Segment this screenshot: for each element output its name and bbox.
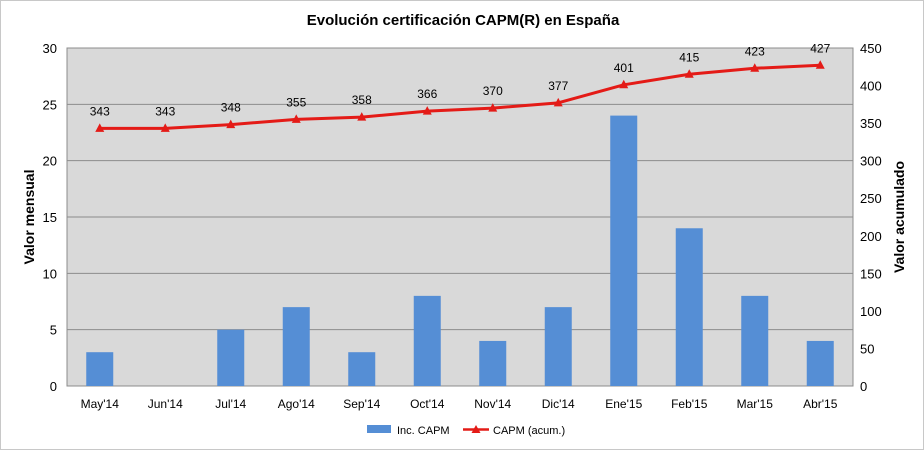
y-axis-title: Valor mensual [21, 170, 37, 265]
data-label: 343 [90, 104, 110, 118]
y-tick-label: 20 [43, 154, 57, 169]
y-tick-label: 0 [50, 379, 57, 394]
bar [348, 352, 376, 386]
bar [413, 295, 441, 386]
data-label: 370 [483, 84, 503, 98]
chart-title: Evolución certificación CAPM(R) en Españ… [307, 12, 620, 29]
legend-line-label: CAPM (acum.) [493, 425, 565, 437]
bar [479, 340, 507, 386]
legend: Inc. CAPM CAPM (acum.) [367, 425, 565, 437]
x-tick-label: Mar'15 [737, 397, 774, 411]
x-axis-ticks: May'14 Jun'14 Jul'14 Ago'14 Sep'14 Oct'14 Nov'… [81, 397, 838, 411]
bar-series [86, 115, 834, 386]
gridlines [67, 47, 853, 331]
line-marker [357, 112, 367, 121]
cumulative-line [99, 63, 821, 130]
x-tick-label: Feb'15 [671, 397, 708, 411]
y-tick-label: 5 [50, 323, 57, 338]
bar [675, 228, 703, 386]
x-tick-label: Abr'15 [803, 397, 838, 411]
bar [544, 307, 572, 386]
y-tick-label: 25 [43, 97, 57, 112]
line-series: 343 343 348 355 358 366 370 377 401 415 423 427 [90, 41, 831, 132]
line-marker [553, 97, 563, 107]
y2-tick-label: 200 [860, 229, 882, 244]
y2-tick-label: 450 [860, 41, 882, 56]
data-label: 377 [548, 79, 568, 93]
data-label: 355 [286, 95, 306, 109]
data-label: 358 [352, 93, 372, 107]
y2-tick-label: 50 [860, 341, 874, 356]
data-label: 366 [417, 87, 437, 101]
y-tick-label: 10 [43, 266, 57, 281]
y2-tick-label: 400 [860, 79, 882, 94]
line-marker [750, 63, 760, 72]
data-label: 427 [810, 41, 830, 55]
line-marker [684, 69, 694, 78]
bar [610, 115, 638, 386]
x-tick-label: Sep'14 [343, 397, 380, 411]
line-marker [422, 106, 432, 115]
y2-axis-title: Valor acumulado [891, 161, 907, 273]
y2-tick-label: 100 [860, 304, 882, 319]
y-tick-label: 30 [43, 41, 57, 56]
x-tick-label: May'14 [81, 397, 120, 411]
x-tick-label: Ene'15 [605, 397, 642, 411]
legend-line-marker [471, 425, 481, 433]
y2-tick-label: 350 [860, 116, 882, 131]
line-marker [160, 123, 170, 132]
x-tick-label: Ago'14 [278, 397, 315, 411]
bar [806, 340, 834, 386]
legend-bar-swatch [367, 425, 391, 433]
line-marker [226, 119, 236, 129]
bar [741, 295, 769, 386]
data-label: 343 [155, 104, 175, 118]
y2-tick-label: 300 [860, 154, 882, 169]
data-label: 415 [679, 50, 699, 64]
bar [282, 307, 310, 386]
x-tick-label: Nov'14 [474, 397, 511, 411]
x-tick-label: Jul'14 [215, 397, 246, 411]
line-marker [488, 103, 498, 112]
data-label: 423 [745, 44, 765, 58]
bar [217, 329, 245, 386]
y2-tick-label: 150 [860, 266, 882, 281]
left-axis-ticks: 0 5 10 15 20 25 30 [43, 41, 57, 394]
line-marker [815, 60, 825, 69]
bar [86, 352, 114, 386]
x-tick-label: Jun'14 [148, 397, 183, 411]
data-label: 401 [614, 61, 634, 75]
line-marker [95, 123, 105, 132]
data-label: 348 [221, 101, 241, 115]
y-tick-label: 15 [43, 210, 57, 225]
line-marker [619, 79, 629, 89]
x-tick-label: Oct'14 [410, 397, 445, 411]
legend-bar-label: Inc. CAPM [397, 425, 450, 437]
y2-tick-label: 250 [860, 191, 882, 206]
y2-tick-label: 0 [860, 379, 867, 394]
line-marker [291, 114, 301, 123]
right-axis-ticks: 0 50 100 150 200 250 300 350 400 450 [860, 41, 882, 394]
x-tick-label: Dic'14 [542, 397, 575, 411]
